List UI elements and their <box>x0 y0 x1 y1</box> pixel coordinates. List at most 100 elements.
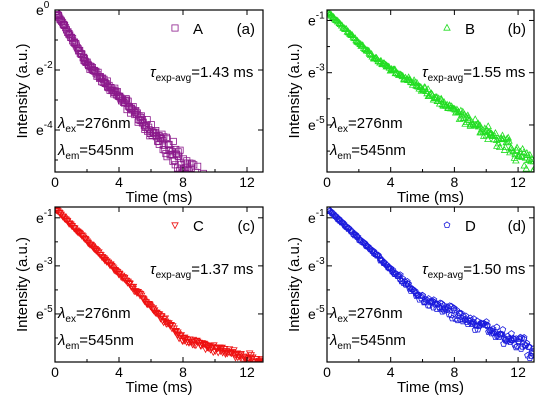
data-markers <box>55 10 217 193</box>
data-point <box>174 148 182 156</box>
x-tick-label: 12 <box>239 174 255 190</box>
data-point <box>205 178 211 184</box>
panel-b: 0 4 8 12 e-1 e-3 e-5 Time (ms) Intensity (a.u.) B… <box>286 9 535 206</box>
data-point <box>172 327 180 335</box>
x-axis-title: Time (ms) <box>397 189 464 206</box>
data-point <box>202 173 208 179</box>
data-point <box>528 347 534 355</box>
data-point <box>448 314 456 322</box>
data-point <box>437 94 446 102</box>
data-point <box>504 133 512 141</box>
data-point <box>257 359 263 362</box>
data-point <box>61 216 69 224</box>
legend-label: D <box>465 218 476 235</box>
data-point <box>57 211 65 219</box>
data-point <box>129 283 138 291</box>
data-point <box>194 162 202 170</box>
data-point <box>196 174 202 180</box>
panel-a: 0 4 8 12 e0 e-2 e-4 Time (ms) Intensity (a.u.) A (… <box>14 0 264 206</box>
x-tick-label: 8 <box>179 364 187 380</box>
data-point <box>65 29 73 37</box>
data-point <box>176 146 184 154</box>
data-point <box>454 108 463 116</box>
y-tick-label: e-2 <box>36 60 53 78</box>
data-point <box>327 10 334 17</box>
data-point <box>522 164 531 172</box>
data-point <box>479 131 488 139</box>
x-axis-title: Time (ms) <box>126 379 193 396</box>
data-point <box>106 262 114 269</box>
panel-c: 0 4 8 12 e-1 e-3 e-5 Time (ms) Intensity (a.u.) C… <box>14 206 264 396</box>
lambda-em-label: λem=545nm <box>57 142 134 162</box>
legend-marker <box>171 222 179 230</box>
x-tick-label: 4 <box>387 364 395 380</box>
data-point <box>207 183 213 189</box>
data-point <box>424 85 432 92</box>
lambda-em-label: λem=545nm <box>57 332 134 352</box>
data-point <box>211 183 217 189</box>
panel-letter: (d) <box>508 218 526 235</box>
data-point <box>520 334 528 341</box>
data-point <box>358 41 367 49</box>
data-markers <box>55 207 263 362</box>
data-point <box>218 344 226 352</box>
data-point <box>428 90 437 98</box>
data-point <box>122 95 130 103</box>
plot-frame <box>326 206 535 363</box>
data-point <box>173 332 182 340</box>
data-point <box>459 312 467 320</box>
data-point <box>138 116 146 124</box>
lambda-ex-label: λex=276nm <box>329 305 403 325</box>
x-tick-label: 0 <box>51 364 59 380</box>
data-point <box>200 182 206 188</box>
data-point <box>220 346 229 353</box>
data-point <box>498 135 506 143</box>
data-point <box>512 343 520 351</box>
data-point <box>420 83 429 90</box>
data-point <box>334 17 342 25</box>
data-point <box>455 114 464 122</box>
data-point <box>476 121 484 129</box>
x-tick-label: 0 <box>51 174 59 190</box>
data-point <box>523 339 531 347</box>
y-tick-label: e-3 <box>308 63 325 81</box>
data-point <box>474 122 483 130</box>
data-point <box>336 20 345 27</box>
lambda-em-label: λem=545nm <box>329 332 406 352</box>
data-point <box>436 299 444 307</box>
y-axis-title: Intensity (a.u.) <box>286 237 303 332</box>
data-markers <box>327 207 534 361</box>
data-point <box>505 136 513 144</box>
data-point <box>518 152 526 160</box>
data-markers <box>327 10 534 172</box>
legend-marker <box>443 221 451 228</box>
data-point <box>199 169 207 172</box>
data-point <box>489 325 497 332</box>
data-point <box>192 182 198 188</box>
data-point <box>517 345 525 352</box>
data-point <box>189 175 195 181</box>
data-point <box>470 315 478 322</box>
data-point <box>376 254 384 262</box>
data-point <box>502 335 510 343</box>
data-point <box>457 114 465 122</box>
data-point <box>190 181 196 187</box>
data-point <box>402 281 410 288</box>
y-tick-label: e-3 <box>308 256 325 274</box>
data-point <box>193 185 199 191</box>
data-point <box>461 119 469 127</box>
data-point <box>195 187 201 193</box>
data-point <box>483 321 491 329</box>
data-point <box>464 111 472 119</box>
data-point <box>190 161 198 169</box>
data-point <box>147 121 155 129</box>
x-axis-title: Time (ms) <box>126 189 193 206</box>
data-point <box>501 143 510 151</box>
data-point <box>198 178 204 184</box>
data-point <box>249 354 257 362</box>
data-point <box>365 46 373 54</box>
data-point <box>520 161 529 169</box>
data-point <box>525 343 533 350</box>
y-tick-label: e-1 <box>308 208 325 226</box>
